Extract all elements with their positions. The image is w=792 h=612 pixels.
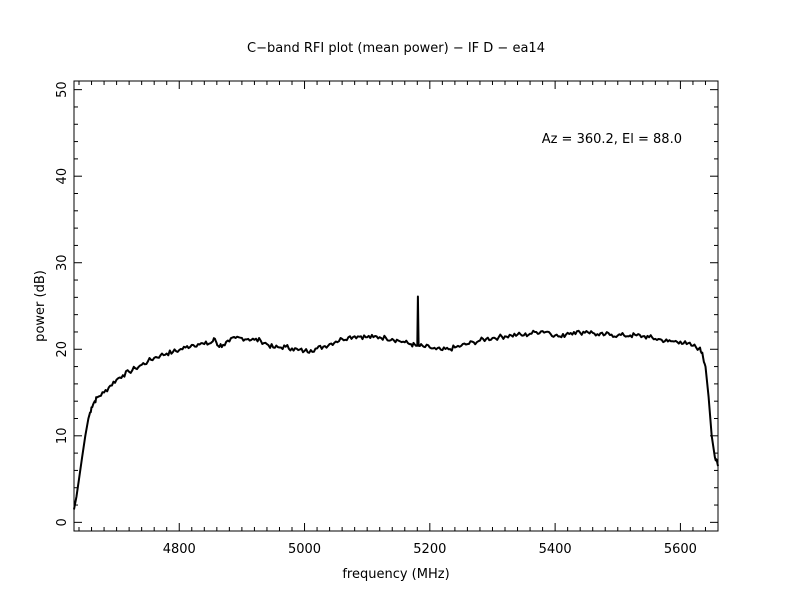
plot-frame	[73, 80, 719, 532]
x-tick-label: 5000	[288, 542, 321, 557]
az-el-annotation: Az = 360.2, El = 88.0	[542, 132, 682, 147]
y-tick-label: 30	[55, 254, 70, 271]
y-tick-label: 40	[55, 168, 70, 185]
tick-labels: 4800 5000 5200 5400 5600 0 10 20 30 40 50	[55, 81, 697, 557]
chart-title: C−band RFI plot (mean power) − IF D − ea…	[247, 41, 545, 56]
x-tick-label: 4800	[163, 542, 196, 557]
y-tick-label: 20	[55, 341, 70, 358]
x-tick-label: 5200	[413, 542, 446, 557]
y-tick-label: 0	[55, 518, 70, 526]
y-axis-label: power (dB)	[33, 270, 48, 342]
y-tick-label: 50	[55, 81, 70, 98]
power-series-line	[73, 295, 719, 510]
axis-ticks	[74, 81, 719, 531]
y-tick-label: 10	[55, 428, 70, 445]
x-tick-label: 5400	[539, 542, 572, 557]
x-tick-label: 5600	[664, 542, 697, 557]
x-axis-label: frequency (MHz)	[342, 567, 449, 582]
